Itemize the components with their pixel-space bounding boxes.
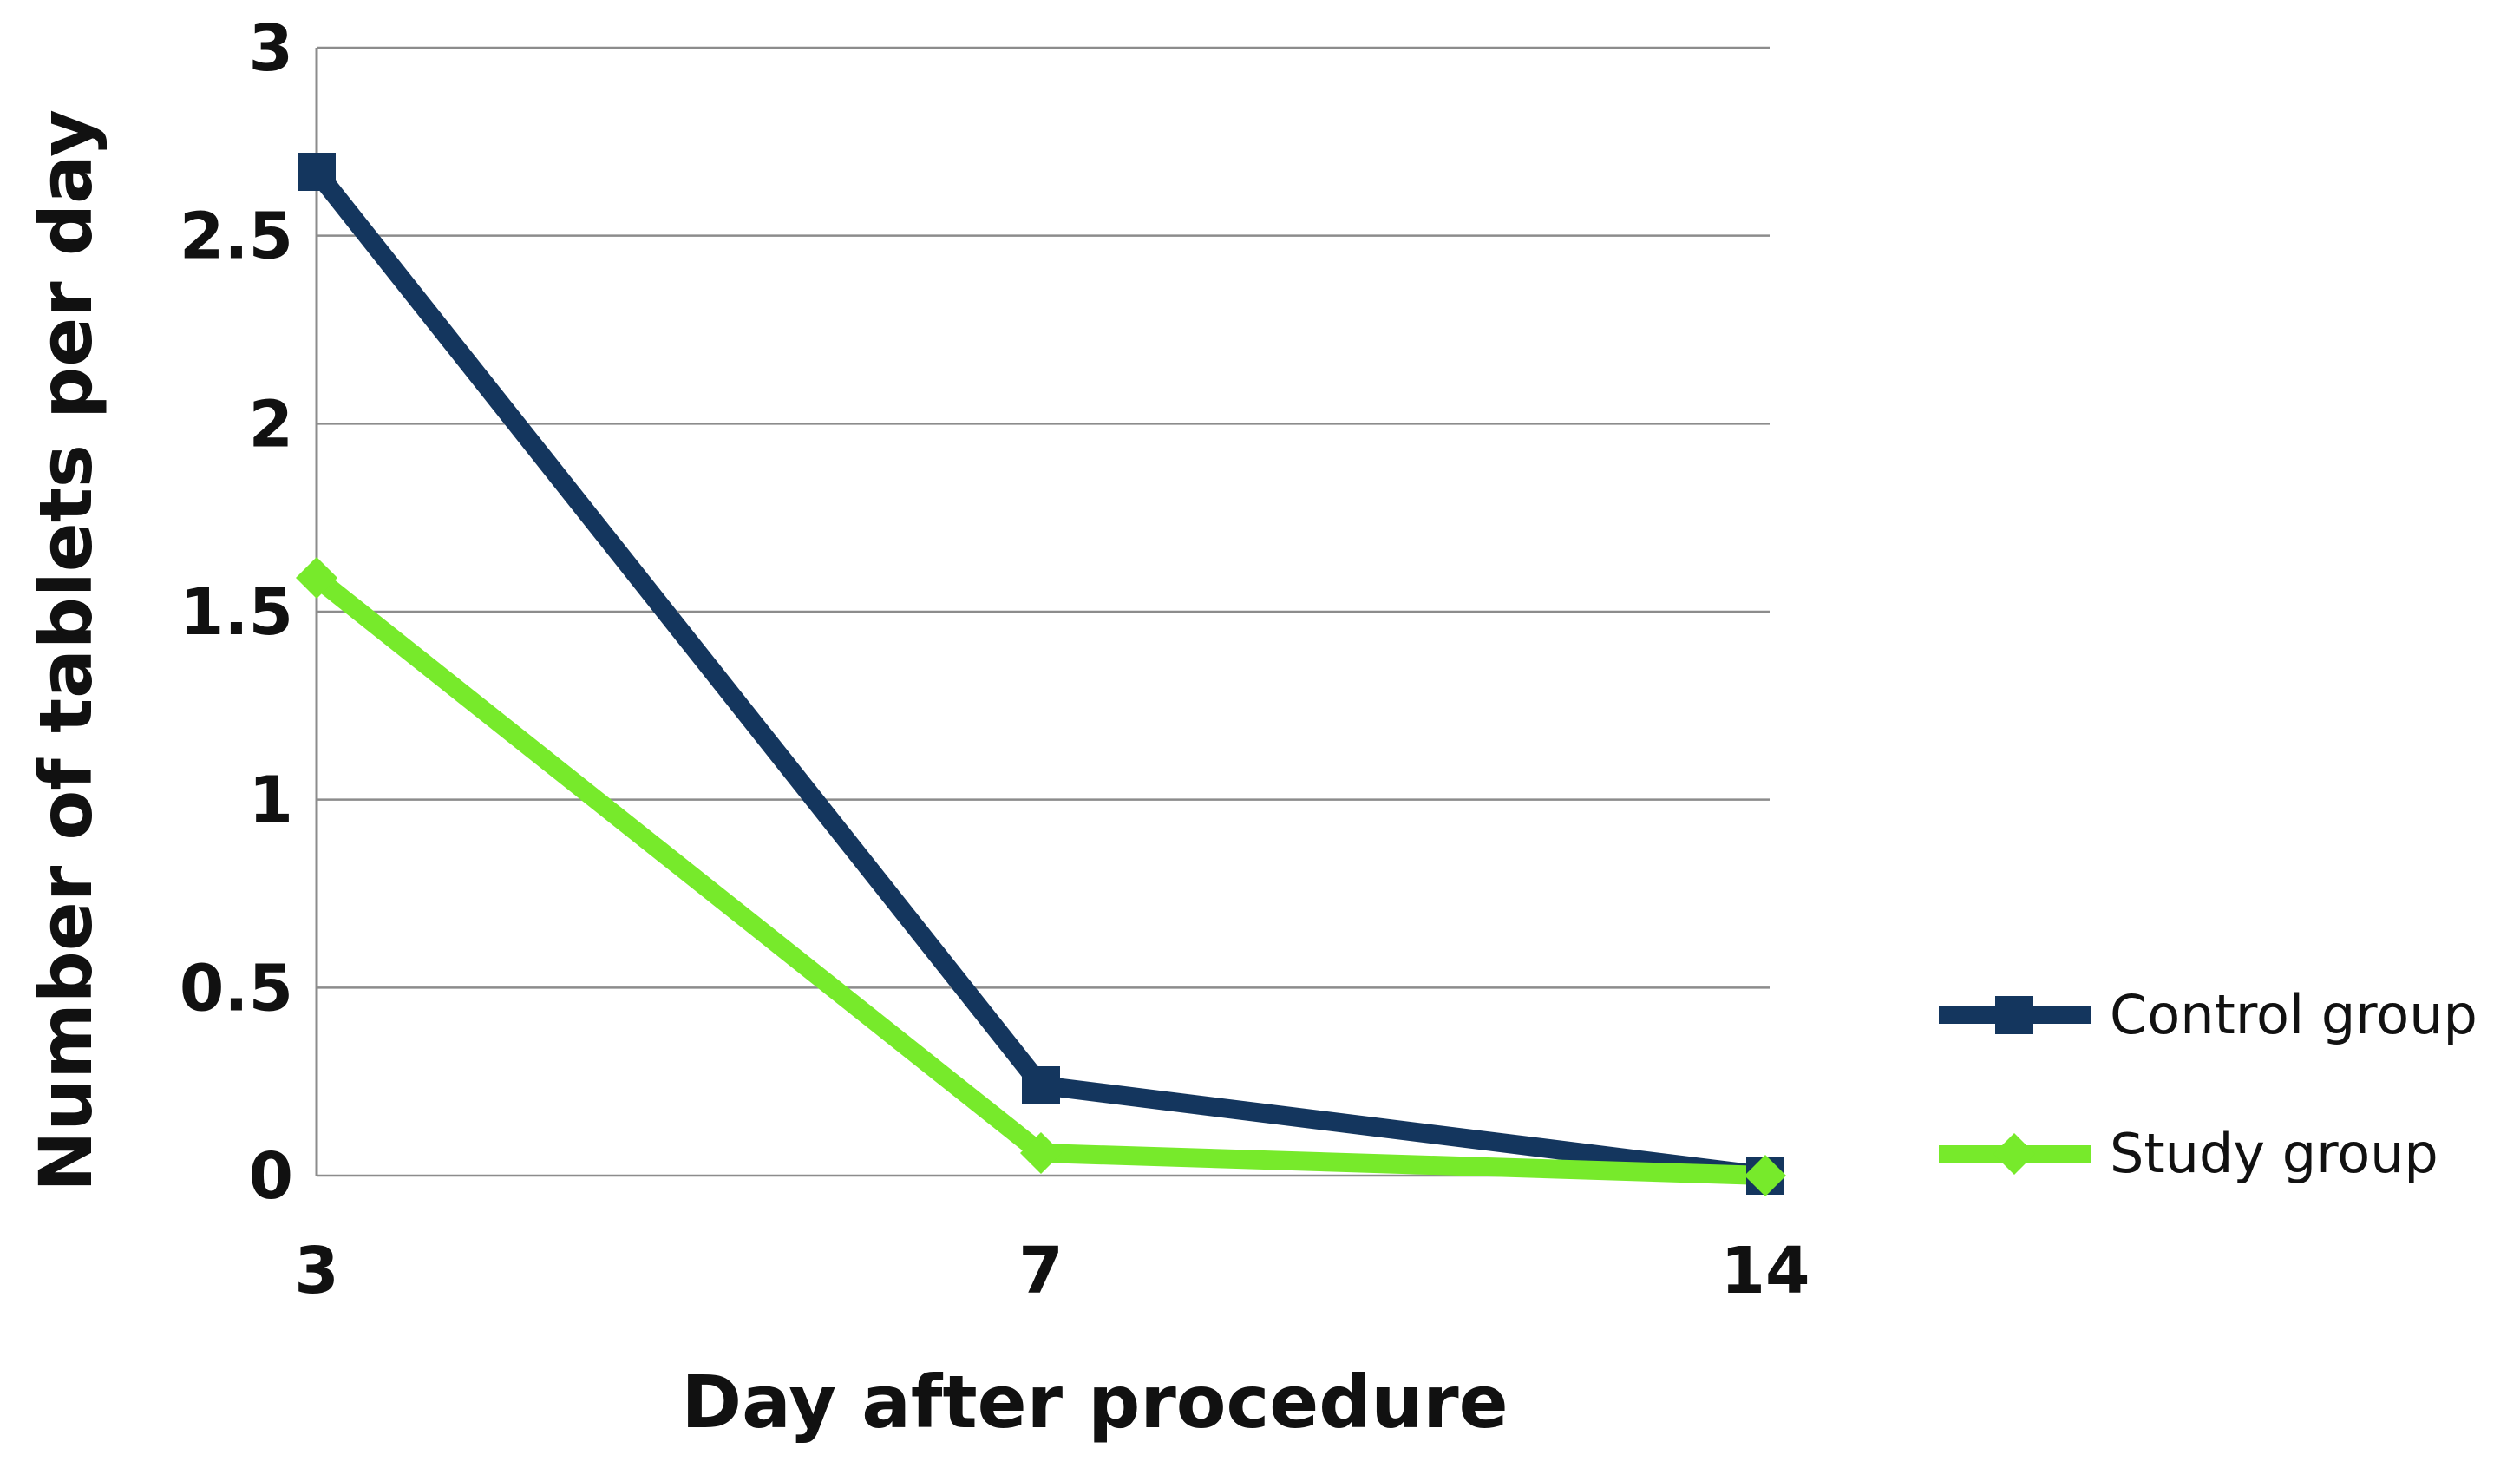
series-markers <box>296 153 1786 1196</box>
series-lines <box>307 162 1775 1185</box>
data-point <box>1022 1066 1060 1104</box>
y-tick-label: 1.5 <box>180 575 293 650</box>
x-axis-title: Day after procedure <box>681 1360 1508 1445</box>
legend-marker <box>1993 1133 2035 1175</box>
x-tick-labels: 3 7 14 <box>294 1234 1810 1308</box>
y-tick-label: 1 <box>249 763 294 838</box>
legend-label: Study group <box>2110 1122 2438 1185</box>
y-tick-label: 3 <box>249 11 294 86</box>
legend: Control group Study group <box>1939 983 2477 1185</box>
series-line-0 <box>307 162 1775 1185</box>
gridlines <box>317 46 1770 1177</box>
y-tick-label: 2 <box>249 387 294 462</box>
data-point <box>1020 1132 1062 1174</box>
y-tick-label: 0 <box>249 1139 294 1214</box>
y-axis-title: Number of tablets per day <box>23 109 108 1192</box>
legend-label: Control group <box>2110 983 2477 1046</box>
y-tick-label: 0.5 <box>180 951 293 1026</box>
y-tick-label: 2.5 <box>180 200 293 274</box>
data-point <box>296 557 337 599</box>
data-point <box>298 153 336 191</box>
x-tick-label: 14 <box>1721 1234 1810 1308</box>
data-point <box>1744 1155 1786 1196</box>
legend-marker <box>1995 996 2033 1034</box>
y-tick-labels: 0 0.5 1 1.5 2 2.5 3 <box>180 11 293 1214</box>
x-tick-label: 7 <box>1018 1234 1064 1308</box>
x-tick-label: 3 <box>294 1234 339 1308</box>
